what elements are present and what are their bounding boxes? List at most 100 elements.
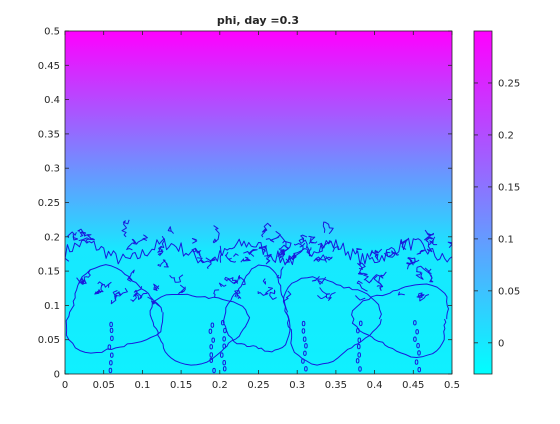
contour-line (279, 235, 290, 259)
contour-line (400, 238, 408, 250)
contour-line (121, 219, 130, 238)
plot-field (65, 31, 452, 374)
contour-line (177, 290, 185, 295)
contour-line (112, 290, 121, 296)
contour-dot (304, 366, 308, 372)
contour-dot (414, 359, 419, 365)
contour-line (319, 240, 332, 253)
contour-line (282, 276, 382, 366)
contour-line (265, 257, 271, 265)
contour-line (285, 253, 295, 264)
contour-line (265, 230, 281, 243)
contour-dot (220, 320, 225, 326)
contour-dot (110, 335, 114, 342)
contour-line (213, 289, 220, 298)
contour-dot (356, 343, 361, 350)
contour-line (317, 276, 327, 285)
contour-line (65, 237, 452, 266)
contour-line (371, 248, 383, 255)
contour-line (157, 259, 169, 268)
colorbar-tick-label: 0.15 (498, 182, 520, 193)
contour-line (133, 292, 143, 299)
x-tick-label: 0.3 (289, 380, 305, 391)
contour-line (78, 237, 95, 243)
y-tick-label: 0.2 (44, 232, 60, 243)
contour-line (133, 238, 146, 245)
contour-dot (222, 366, 227, 372)
contour-line (167, 226, 174, 234)
contour-line (282, 290, 292, 303)
contour-dot (302, 336, 307, 342)
y-tick-label: 0.25 (38, 198, 60, 209)
contour-dot (415, 329, 419, 335)
contour-line (219, 245, 222, 263)
contour-dot (209, 357, 214, 363)
contour-dot (109, 352, 114, 358)
contour-line (387, 250, 399, 258)
contour-line (356, 280, 368, 292)
contour-line (308, 235, 318, 245)
contour-line (447, 241, 452, 249)
contour-dot (210, 322, 215, 328)
x-tick-label: 0.1 (134, 380, 150, 391)
contour-line (80, 277, 87, 285)
contour-line (397, 291, 405, 296)
contour-dot (301, 358, 305, 364)
y-tick-label: 0.1 (44, 301, 60, 312)
contour-line (262, 278, 266, 285)
contour-dot (109, 360, 113, 366)
contour-line (94, 283, 104, 295)
contour-line (126, 238, 137, 251)
contour-dot (416, 342, 420, 349)
contour-line (72, 233, 79, 241)
y-tick-label: 0 (54, 370, 60, 381)
contour-dot (109, 321, 113, 328)
colorbar-tick-label: 0.2 (498, 130, 514, 141)
contour-line (158, 235, 166, 251)
contour-dot (301, 320, 306, 327)
contour-line (424, 229, 434, 237)
contour-line (406, 262, 414, 270)
x-tick-label: 0.25 (247, 380, 269, 391)
x-tick-label: 0.2 (212, 380, 228, 391)
chart-title: phi, day =0.3 (217, 14, 299, 27)
contour-line (264, 253, 272, 257)
y-tick-label: 0.45 (38, 61, 60, 72)
contour-dot (304, 343, 308, 349)
contour-line (317, 287, 331, 299)
x-tick-label: 0.5 (444, 380, 460, 391)
contour-line (110, 294, 119, 305)
colorbar-tick-label: 0.05 (498, 286, 520, 297)
contour-line (407, 257, 416, 264)
contour-line (379, 271, 387, 279)
contour-line (127, 269, 135, 282)
x-tick-label: 0 (62, 380, 68, 391)
x-tick-label: 0.4 (367, 380, 383, 391)
contour-line (306, 246, 312, 257)
contour-line (97, 281, 112, 288)
contour-line (383, 251, 391, 257)
colorbar-tick-label: 0.25 (498, 78, 520, 89)
contour-dot (211, 337, 215, 343)
contour-dot (355, 358, 360, 364)
contour-line (258, 245, 268, 252)
contour-line (356, 248, 362, 253)
contour-dot (356, 328, 360, 334)
contour-line (276, 266, 284, 279)
contour-dot (222, 336, 226, 342)
contour-line (322, 221, 334, 235)
contour-line (81, 231, 92, 240)
contour-line (424, 236, 434, 243)
contour-dot (209, 344, 214, 350)
contour-dot (107, 344, 112, 350)
contour-dot (209, 352, 214, 358)
contour-dot (108, 367, 113, 374)
contour-dot (222, 343, 227, 349)
y-tick-label: 0.15 (38, 267, 60, 278)
contour-line (169, 274, 184, 283)
contour-dot (358, 320, 363, 327)
y-tick-label: 0.05 (38, 335, 60, 346)
contour-line (415, 267, 424, 280)
contour-line (355, 295, 366, 301)
